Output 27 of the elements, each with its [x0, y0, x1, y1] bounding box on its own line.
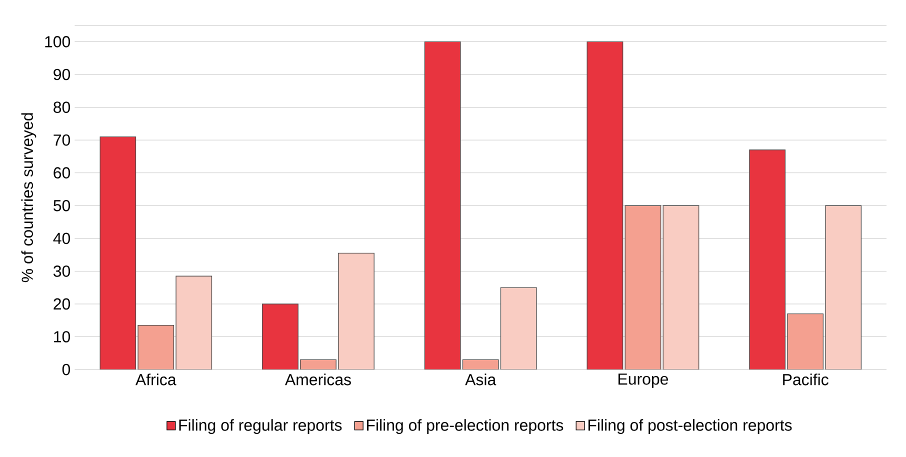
y-tick-label: 40	[53, 232, 70, 244]
x-tick-label: Americas	[284, 373, 351, 386]
y-tick-label: 0	[62, 364, 70, 376]
y-tick-label: 80	[54, 102, 70, 113]
bar	[338, 252, 374, 370]
y-tick-label: 30	[53, 265, 70, 277]
legend-label: Filing of regular reports	[179, 418, 342, 434]
bar	[825, 205, 862, 370]
legend-label: Filing of pre-election reports	[367, 418, 564, 434]
y-tick-label: 20	[54, 298, 70, 310]
x-tick-label: Europe	[618, 373, 668, 388]
bar	[624, 205, 662, 370]
y-tick-label: 90	[54, 68, 70, 80]
x-tick-label: Asia	[465, 373, 496, 386]
y-tick-label: 100	[45, 36, 70, 48]
bar	[176, 276, 212, 370]
y-tick-label: 60	[54, 167, 70, 178]
x-tick-label: Africa	[135, 373, 176, 386]
bar	[586, 41, 624, 370]
y-tick-label: 50	[54, 200, 70, 212]
bar	[662, 205, 700, 370]
legend-label: Filing of post-election reports	[588, 418, 792, 434]
bar	[500, 287, 537, 370]
y-tick-label: 10	[54, 330, 70, 342]
y-tick-label: 70	[54, 134, 70, 146]
y-axis-title: % of countries surveyed	[21, 113, 36, 282]
x-tick-label: Pacific	[783, 373, 828, 386]
